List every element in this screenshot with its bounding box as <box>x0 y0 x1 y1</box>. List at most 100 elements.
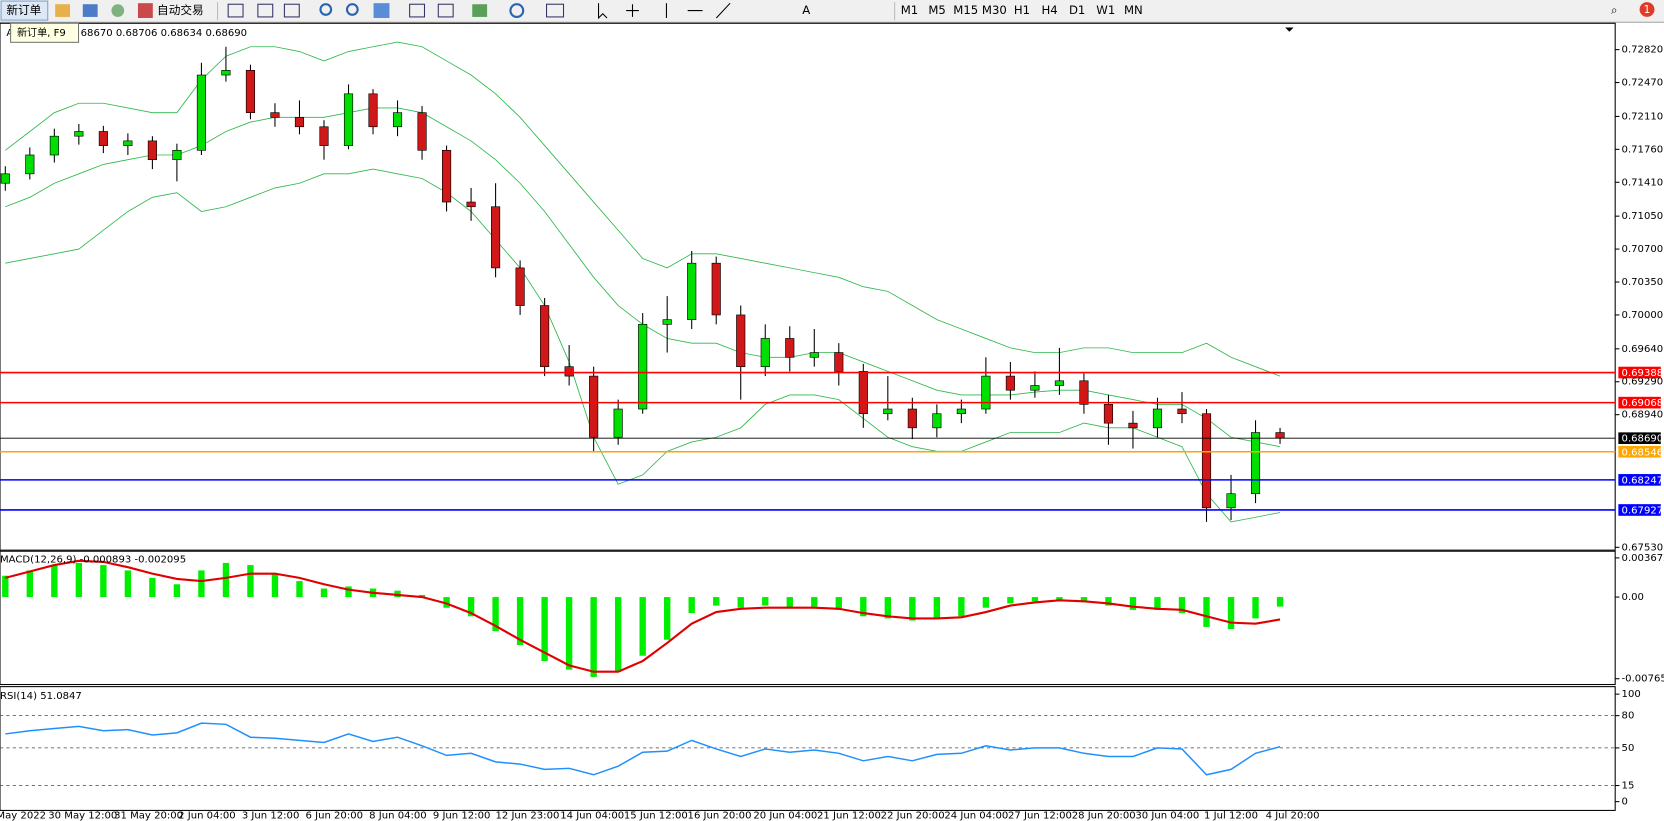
y-tick-label: 0.71760 <box>1622 144 1664 155</box>
candle-body <box>1005 375 1015 391</box>
new-order-button[interactable] <box>0 0 49 21</box>
level-label-bg <box>1618 396 1661 409</box>
tooltip-text: 新订单, F9 <box>17 26 66 39</box>
x-tick-label: 2 Jun 04:00 <box>178 811 236 821</box>
candle-body <box>1030 385 1040 391</box>
y-tick-label: 0.71050 <box>1622 211 1664 222</box>
icon[interactable] <box>227 3 244 18</box>
candle-body <box>1054 380 1064 386</box>
y-tick-label: 0.72470 <box>1622 78 1664 89</box>
candle-body <box>123 140 133 146</box>
icon[interactable] <box>546 3 565 18</box>
icon[interactable] <box>283 3 300 18</box>
candle-body <box>221 70 231 76</box>
icon[interactable] <box>257 3 274 18</box>
x-tick-label: 21 Jun 12:00 <box>817 811 881 821</box>
x-tick-label: 9 Jun 12:00 <box>433 811 491 821</box>
macd-bar <box>1056 597 1063 601</box>
macd-bar <box>124 570 132 598</box>
rsi-line <box>5 722 1281 776</box>
new-order-text: 新订单 <box>6 3 41 17</box>
timeframe-button[interactable]: D1 <box>1069 3 1085 17</box>
macd-signal <box>5 559 1281 673</box>
icon[interactable] <box>373 3 390 18</box>
macd-bar <box>492 597 499 632</box>
x-tick-label: 4 Jul 20:00 <box>1266 811 1320 821</box>
x-tick-label: 24 Jun 04:00 <box>944 811 1008 821</box>
candle-body <box>956 408 966 415</box>
timeframe-button[interactable]: M15 <box>953 3 978 17</box>
candle-body <box>1128 422 1138 429</box>
icon[interactable] <box>55 4 71 17</box>
notification-badge[interactable] <box>1639 2 1655 17</box>
indicator-title: MACD(12,26,9) -0.000893 -0.002095 <box>0 555 186 566</box>
macd-bar <box>811 597 818 607</box>
y-tick-label: 0.69640 <box>1622 344 1664 355</box>
macd-bar <box>26 570 34 598</box>
candle-body <box>417 112 427 151</box>
macd-bar <box>933 597 941 619</box>
macd-bar <box>541 597 548 662</box>
macd-bar <box>271 573 279 598</box>
candle-body <box>1079 380 1089 405</box>
crosshair-icon[interactable] <box>626 4 639 17</box>
candle-body <box>883 408 893 415</box>
candle-body <box>441 149 452 203</box>
candle-body <box>392 112 403 128</box>
icon[interactable] <box>409 3 426 18</box>
candle-body <box>1226 493 1236 509</box>
macd-bar <box>1129 597 1137 610</box>
icon[interactable] <box>472 4 488 17</box>
plots: 0.69388 0.69068 0.68690 0.68546 0.68247 0.679… <box>0 41 1664 821</box>
icon[interactable] <box>111 4 125 17</box>
macd-bar <box>320 588 328 598</box>
candle-body <box>343 93 354 146</box>
candle-body <box>245 70 256 113</box>
auto-trading-text[interactable]: 自动交易 <box>157 3 204 17</box>
macd-bar <box>173 584 181 598</box>
timeframe-button[interactable]: M1 <box>901 3 918 17</box>
toolbar: 新订单 自动交易 A M1 M5 M15 M30 H1 H4 D1 W1 MN ⌕ 1 <box>0 0 1664 23</box>
x-tick-label: 27 Jun 12:00 <box>1008 811 1072 821</box>
y-tick-label: 0.003672 <box>1622 553 1664 564</box>
x-tick-label: 28 Jun 20:00 <box>1072 811 1136 821</box>
x-tick-label: 22 Jun 20:00 <box>881 811 945 821</box>
candle-body <box>711 262 721 316</box>
text-icon[interactable]: A <box>802 3 810 17</box>
zoom-in[interactable] <box>319 3 333 16</box>
search-icon[interactable]: ⌕ <box>1611 3 1618 17</box>
macd-bar <box>1105 597 1112 606</box>
ohlc-info: 68670 0.68706 0.68634 0.68690 <box>81 28 247 39</box>
candle-body <box>98 131 108 146</box>
macd-bar <box>737 597 744 608</box>
macd-bar <box>100 565 107 598</box>
timeframe-button[interactable]: H4 <box>1041 3 1057 17</box>
candle-body <box>907 408 917 429</box>
timeframe-button[interactable]: MN <box>1124 3 1143 17</box>
x-tick-label: 14 Jun 04:00 <box>560 811 624 821</box>
timeframe-button[interactable]: H1 <box>1014 3 1030 17</box>
x-tick-label: 12 Jun 23:00 <box>495 811 559 821</box>
icon[interactable] <box>437 3 454 18</box>
level-label: 0.69388 <box>1622 368 1664 379</box>
timeframe-button[interactable]: W1 <box>1096 3 1115 17</box>
candle-body <box>270 112 280 118</box>
macd-bar <box>884 597 892 619</box>
level-label-bg <box>1618 445 1661 458</box>
icon[interactable] <box>509 3 525 18</box>
timeframes: M1 M5 M15 M30 H1 H4 D1 W1 MN <box>901 3 1143 17</box>
icon[interactable] <box>82 4 98 17</box>
cursor-icon[interactable] <box>598 3 608 20</box>
candle-body <box>736 314 746 368</box>
macd-bar <box>958 597 965 617</box>
timeframe-button[interactable]: M30 <box>982 3 1007 17</box>
auto-trading-icon[interactable] <box>137 3 153 18</box>
line-icons[interactable] <box>665 2 731 19</box>
y-tick-label: 50 <box>1622 743 1635 754</box>
zoom-out[interactable] <box>345 3 359 16</box>
level-label-bg <box>1618 366 1661 379</box>
x-tick-label: 31 May 20:00 <box>114 811 183 821</box>
macd-bar <box>75 562 83 598</box>
rsi-pane <box>0 686 1616 811</box>
timeframe-button[interactable]: M5 <box>928 3 945 17</box>
